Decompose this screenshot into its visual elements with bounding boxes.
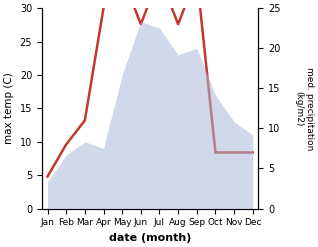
Y-axis label: max temp (C): max temp (C) xyxy=(4,72,14,144)
Y-axis label: med. precipitation
(kg/m2): med. precipitation (kg/m2) xyxy=(294,67,314,150)
X-axis label: date (month): date (month) xyxy=(109,233,191,243)
